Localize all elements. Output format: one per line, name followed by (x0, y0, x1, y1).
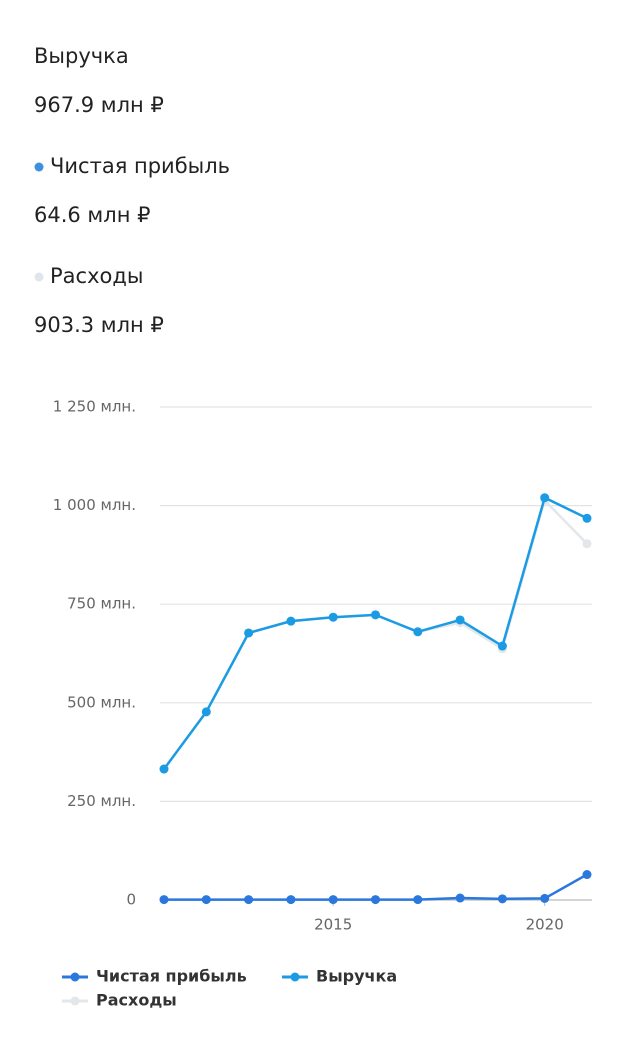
summary-value: 903.3 млн ₽ (34, 313, 164, 337)
series-line (162, 498, 588, 770)
data-point (582, 539, 592, 549)
data-point (582, 870, 592, 880)
data-point (497, 641, 507, 651)
legend-label: Чистая прибыль (96, 967, 247, 986)
y-tick-label: 1 250 млн. (53, 398, 136, 416)
y-tick-label: 1 000 млн. (53, 496, 136, 514)
legend-dot (70, 996, 80, 1006)
data-point (540, 893, 550, 903)
summary-label: Расходы (50, 264, 143, 288)
series-line (162, 495, 588, 770)
data-point (328, 612, 338, 622)
data-point (244, 895, 254, 905)
data-point (497, 894, 507, 904)
data-point (159, 764, 169, 774)
data-point (201, 707, 211, 717)
summary-dot (34, 272, 44, 282)
x-tick-label: 2015 (314, 916, 352, 934)
data-point (413, 895, 423, 905)
data-point (540, 493, 550, 503)
data-point (286, 895, 296, 905)
y-tick-label: 250 млн. (67, 792, 136, 810)
data-point (371, 610, 380, 620)
data-point (413, 627, 423, 637)
summary-value: 967.9 млн ₽ (34, 93, 164, 117)
y-tick-label: 0 (126, 891, 136, 909)
data-point (328, 895, 338, 905)
data-point (371, 895, 380, 905)
y-tick-label: 750 млн. (67, 595, 136, 613)
summary-label: Чистая прибыль (50, 154, 230, 178)
legend-dot (70, 972, 80, 982)
data-point (201, 895, 211, 905)
legend-label: Расходы (96, 991, 177, 1010)
legend-label: Выручка (316, 967, 397, 986)
data-point (244, 628, 254, 638)
data-point (159, 895, 169, 905)
legend-dot (290, 972, 300, 982)
data-point (582, 513, 592, 523)
x-tick-label: 2020 (526, 916, 564, 934)
summary-dot (34, 162, 44, 172)
y-tick-label: 500 млн. (67, 693, 136, 711)
data-point (455, 893, 465, 903)
summary-value: 64.6 млн ₽ (34, 203, 150, 227)
data-point (286, 616, 296, 626)
data-point (455, 615, 465, 625)
summary-label: Выручка (34, 44, 129, 68)
